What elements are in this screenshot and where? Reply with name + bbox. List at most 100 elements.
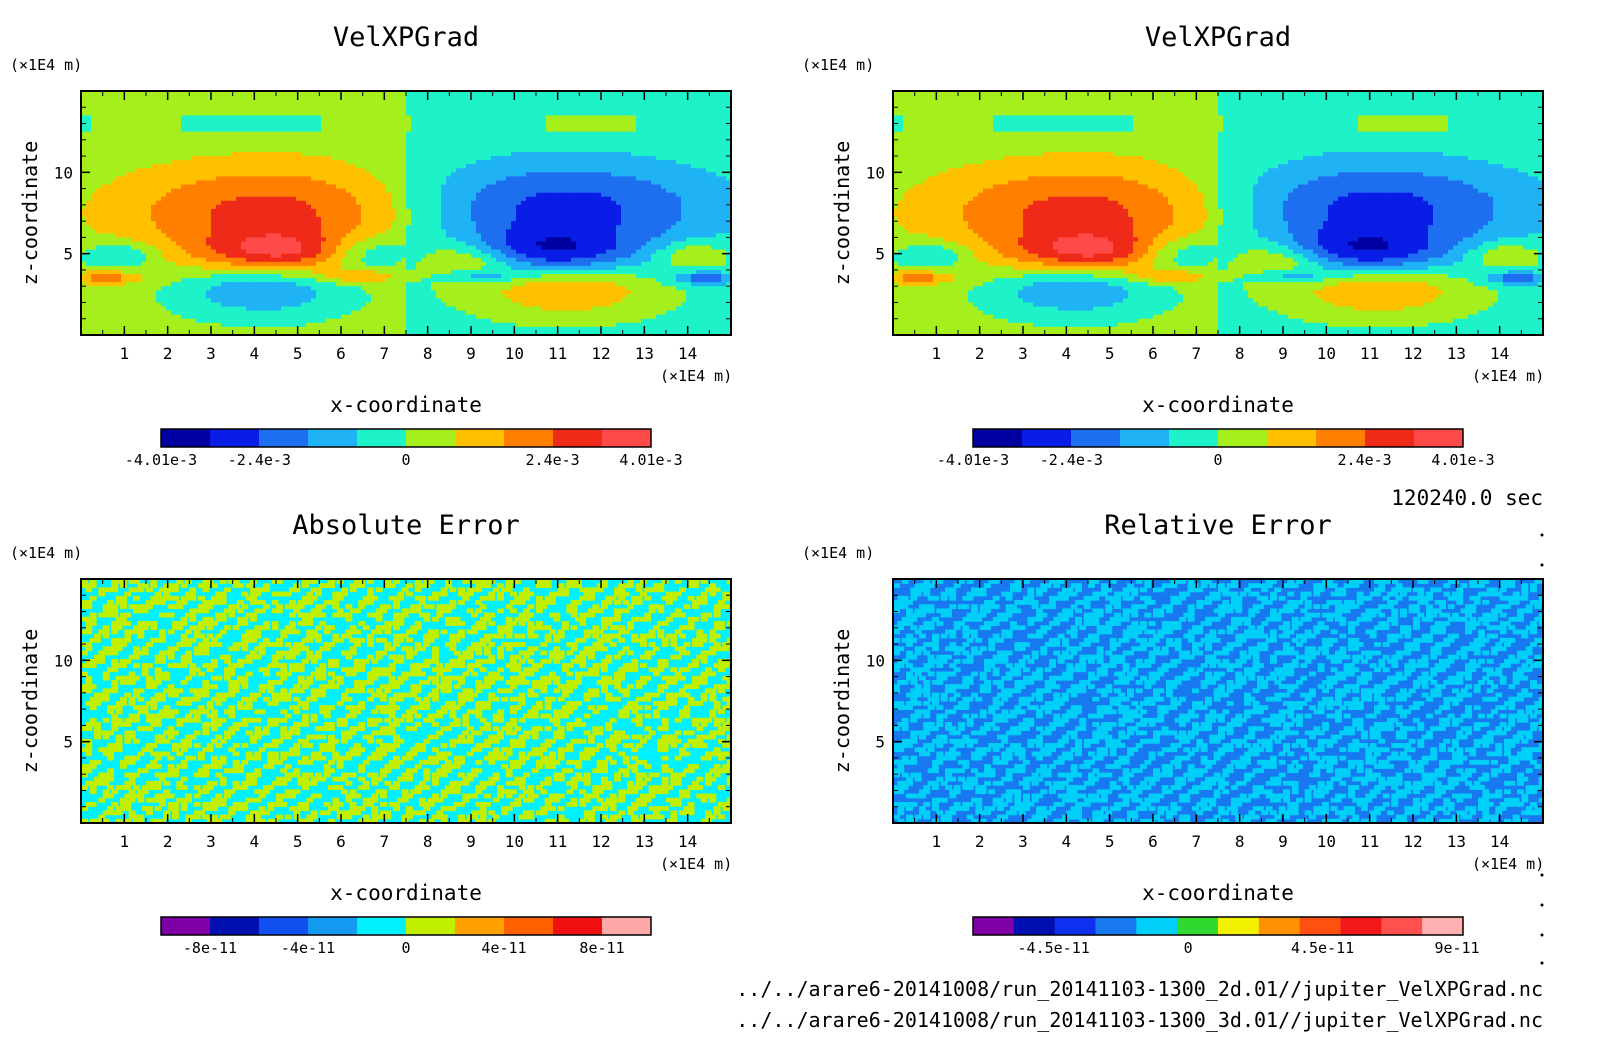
heatmap-cell bbox=[306, 225, 312, 230]
heatmap-cell bbox=[431, 139, 437, 145]
heatmap-cell bbox=[646, 164, 652, 169]
heatmap-cell bbox=[326, 208, 332, 214]
heatmap-cell bbox=[476, 147, 482, 153]
heatmap-cell bbox=[111, 119, 117, 125]
heatmap-cell bbox=[236, 217, 242, 222]
heatmap-cell bbox=[131, 168, 137, 173]
heatmap-cell bbox=[656, 119, 662, 125]
heatmap-cell bbox=[541, 131, 547, 137]
heatmap-cell bbox=[426, 200, 432, 206]
heatmap-cell bbox=[191, 229, 197, 234]
heatmap-cell bbox=[511, 192, 517, 198]
heatmap-cell bbox=[581, 119, 587, 125]
heatmap-cell bbox=[656, 147, 662, 153]
heatmap-cell bbox=[561, 241, 567, 247]
heatmap-cell bbox=[281, 135, 287, 141]
heatmap-cell bbox=[466, 204, 472, 210]
heatmap-cell bbox=[316, 115, 322, 121]
heatmap-cell bbox=[141, 119, 147, 125]
heatmap-cell bbox=[721, 217, 727, 222]
heatmap-cell bbox=[471, 103, 477, 108]
heatmap-cell bbox=[401, 95, 407, 100]
heatmap-cell bbox=[721, 237, 727, 243]
heatmap-cell bbox=[451, 180, 457, 186]
heatmap-cell bbox=[486, 115, 492, 121]
heatmap-cell bbox=[706, 135, 712, 141]
heatmap-cell bbox=[431, 123, 437, 129]
heatmap-cell bbox=[396, 241, 402, 247]
heatmap-cell bbox=[291, 233, 297, 238]
heatmap-cell bbox=[646, 208, 652, 214]
heatmap-cell bbox=[126, 135, 132, 141]
heatmap-cell bbox=[121, 115, 127, 121]
heatmap-cell bbox=[91, 111, 97, 116]
heatmap-cell bbox=[516, 221, 522, 226]
heatmap-cell bbox=[671, 213, 677, 218]
heatmap-cell bbox=[541, 164, 547, 169]
heatmap-cell bbox=[506, 180, 512, 186]
heatmap-cell bbox=[201, 192, 207, 198]
heatmap-cell bbox=[446, 156, 452, 161]
heatmap-cell bbox=[261, 233, 267, 238]
heatmap-cell bbox=[431, 107, 437, 112]
heatmap-cell bbox=[471, 184, 477, 190]
heatmap-cell bbox=[486, 204, 492, 210]
heatmap-cell bbox=[616, 152, 622, 157]
heatmap-cell bbox=[686, 241, 692, 247]
heatmap-cell bbox=[326, 217, 332, 222]
heatmap-cell bbox=[421, 147, 427, 153]
heatmap-cell bbox=[221, 131, 227, 137]
heatmap-cell bbox=[226, 233, 232, 238]
heatmap-cell bbox=[96, 152, 102, 157]
heatmap-cell bbox=[256, 111, 262, 116]
heatmap-cell bbox=[576, 160, 582, 165]
heatmap-cell bbox=[651, 221, 657, 226]
heatmap-cell bbox=[96, 184, 102, 190]
heatmap-cell bbox=[471, 107, 477, 112]
heatmap-cell bbox=[481, 241, 487, 247]
heatmap-cell bbox=[616, 103, 622, 108]
heatmap-cell bbox=[456, 233, 462, 238]
heatmap-cell bbox=[306, 135, 312, 141]
heatmap-cell bbox=[186, 152, 192, 157]
heatmap-cell bbox=[376, 192, 382, 198]
heatmap-cell bbox=[596, 91, 602, 96]
heatmap-cell bbox=[166, 99, 172, 104]
heatmap-cell bbox=[271, 184, 277, 190]
heatmap-cell bbox=[311, 131, 317, 137]
heatmap-cell bbox=[676, 95, 682, 100]
heatmap-cell bbox=[411, 241, 417, 247]
heatmap-cell bbox=[506, 152, 512, 157]
heatmap-cell bbox=[256, 156, 262, 161]
heatmap-cell bbox=[101, 241, 107, 247]
heatmap-cell bbox=[196, 176, 202, 182]
heatmap-cell bbox=[326, 91, 332, 96]
heatmap-cell bbox=[521, 168, 527, 173]
heatmap-cell bbox=[726, 123, 731, 129]
heatmap-cell bbox=[191, 123, 197, 129]
heatmap-cell bbox=[551, 237, 557, 243]
heatmap-cell bbox=[681, 164, 687, 169]
heatmap-cell bbox=[531, 229, 537, 234]
heatmap-cell bbox=[476, 172, 482, 177]
heatmap-cell bbox=[606, 208, 612, 214]
heatmap-cell bbox=[641, 135, 647, 141]
heatmap-cell bbox=[701, 147, 707, 153]
heatmap-cell bbox=[681, 119, 687, 125]
heatmap-cell bbox=[221, 156, 227, 161]
heatmap-cell bbox=[651, 196, 657, 202]
heatmap-cell bbox=[421, 200, 427, 206]
heatmap-cell bbox=[116, 172, 122, 177]
heatmap-cell bbox=[211, 164, 217, 169]
heatmap-cell bbox=[536, 115, 542, 121]
heatmap-cell bbox=[526, 143, 532, 149]
heatmap-cell bbox=[451, 135, 457, 141]
heatmap-cell bbox=[206, 213, 212, 218]
heatmap-cell bbox=[601, 184, 607, 190]
heatmap-cell bbox=[486, 111, 492, 116]
heatmap-cell bbox=[536, 103, 542, 108]
heatmap-cell bbox=[571, 119, 577, 125]
heatmap-cell bbox=[286, 233, 292, 238]
heatmap-cell bbox=[366, 200, 372, 206]
heatmap-cell bbox=[271, 245, 277, 251]
